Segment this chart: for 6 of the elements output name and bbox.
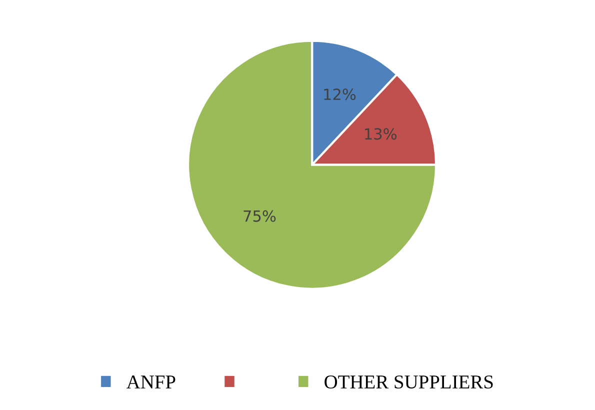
legend-label: OTHER SUPPLIERS	[324, 375, 493, 389]
pie-slice	[187, 40, 438, 290]
data-label: 12%	[324, 88, 356, 100]
data-label: 75%	[244, 210, 276, 222]
data-label: 13%	[365, 128, 396, 140]
legend-label: ANFP	[126, 376, 176, 388]
